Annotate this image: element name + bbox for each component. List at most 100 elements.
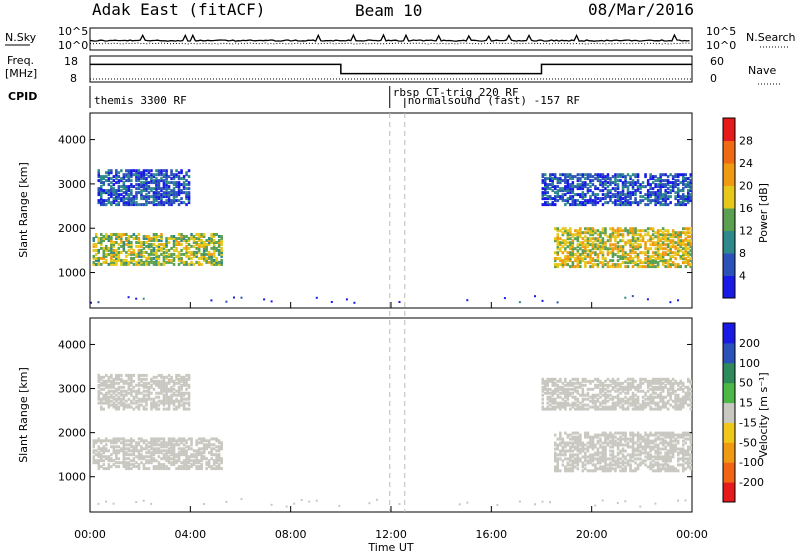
range-cell (669, 201, 672, 205)
range-cell (122, 173, 126, 177)
range-cell (576, 237, 580, 241)
range-cell (579, 259, 582, 263)
range-cell (576, 459, 580, 463)
range-cell (132, 457, 136, 461)
range-cell (687, 253, 690, 257)
range-cell (569, 231, 572, 235)
range-cell (629, 431, 632, 435)
range-cell (569, 183, 572, 187)
range-cell (626, 437, 630, 441)
range-cell (649, 193, 652, 197)
range-cell (649, 395, 652, 399)
range-cell (554, 185, 557, 189)
range-cell (631, 231, 635, 235)
range-cell (180, 451, 183, 455)
range-cell (102, 375, 105, 379)
range-cell (147, 239, 151, 242)
range-cell (611, 175, 615, 179)
range-cell (95, 441, 98, 445)
range-cell (107, 457, 111, 461)
range-cell (140, 383, 143, 387)
range-cell (97, 260, 100, 264)
range-cell (579, 261, 582, 265)
range-cell (125, 393, 128, 397)
range-cell (629, 397, 632, 401)
range-cell (92, 237, 95, 240)
range-cell (100, 465, 103, 469)
range-cell (130, 244, 133, 248)
range-cell (687, 437, 690, 441)
range-cell (604, 195, 607, 199)
range-cell (175, 243, 178, 246)
range-cell (576, 399, 580, 403)
range-cell (120, 258, 123, 262)
range-cell (167, 405, 171, 409)
range-cell (207, 252, 211, 256)
range-cell (122, 248, 126, 252)
range-cell (674, 197, 677, 201)
range-cell (649, 263, 652, 267)
range-cell (636, 173, 640, 177)
range-cell (671, 377, 675, 381)
range-cell (689, 457, 692, 461)
range-cell (202, 457, 206, 461)
range-cell (556, 437, 559, 441)
range-cell (200, 241, 203, 244)
range-cell (682, 243, 685, 247)
range-cell (122, 385, 126, 389)
range-cell (641, 439, 645, 443)
range-cell (207, 463, 211, 467)
range-cell (97, 385, 100, 389)
range-cell (584, 453, 587, 457)
range-cell (217, 459, 221, 463)
range-cell (182, 449, 186, 453)
range-cell (157, 187, 161, 191)
range-cell (117, 449, 121, 453)
range-cell (687, 195, 690, 199)
range-cell (172, 244, 176, 248)
range-cell (212, 467, 216, 471)
range-cell (576, 385, 580, 389)
range-cell (117, 187, 121, 191)
range-cell (677, 253, 680, 257)
range-cell (187, 401, 191, 405)
range-cell (569, 463, 572, 467)
colorbar-tick-label: 8 (739, 247, 746, 260)
range-cell (561, 463, 565, 467)
range-cell (212, 235, 216, 238)
range-cell (137, 252, 141, 256)
range-cell (604, 245, 607, 249)
y-tick-label: 2000 (58, 222, 86, 235)
range-cell (601, 203, 605, 207)
range-cell (212, 453, 216, 457)
range-cell (137, 241, 141, 244)
range-cell (664, 453, 667, 457)
range-cell (559, 187, 562, 191)
range-cell (641, 399, 645, 403)
range-cell (654, 463, 657, 467)
range-cell (656, 185, 660, 189)
range-cell (669, 387, 672, 391)
range-cell (589, 201, 592, 205)
range-cell (110, 445, 113, 449)
range-cell (609, 407, 612, 411)
range-cell (589, 255, 592, 259)
range-cell (569, 243, 572, 247)
range-cell (177, 379, 181, 383)
range-cell (142, 246, 146, 250)
range-cell (112, 193, 116, 197)
range-cell (105, 391, 108, 395)
range-cell (180, 189, 183, 193)
range-cell (629, 457, 632, 461)
y-tick-label: 2000 (58, 427, 86, 440)
range-cell (656, 445, 660, 449)
range-cell (559, 441, 562, 445)
range-cell (110, 375, 113, 379)
range-cell (677, 459, 680, 463)
range-cell (142, 243, 146, 246)
range-cell (671, 239, 675, 243)
range-cell (581, 193, 585, 197)
range-cell (616, 447, 620, 451)
range-cell (634, 461, 637, 465)
range-cell (162, 399, 166, 403)
